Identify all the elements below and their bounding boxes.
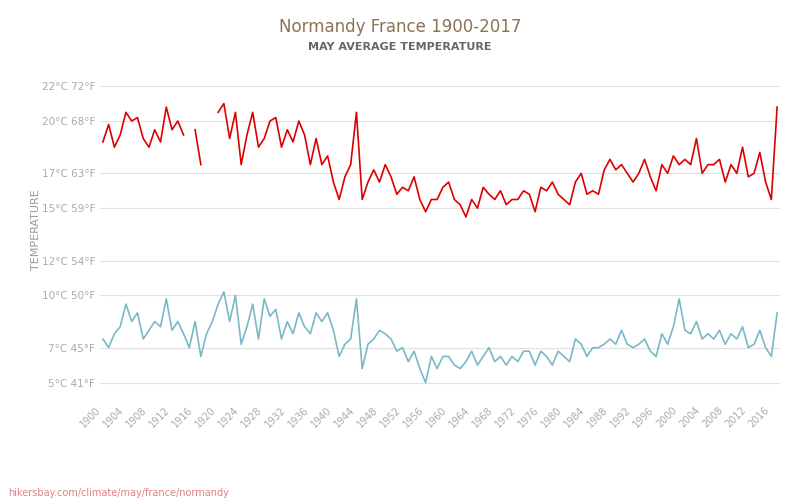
Text: MAY AVERAGE TEMPERATURE: MAY AVERAGE TEMPERATURE: [308, 42, 492, 52]
Y-axis label: TEMPERATURE: TEMPERATURE: [31, 190, 41, 270]
Text: hikersbay.com/climate/may/france/normandy: hikersbay.com/climate/may/france/normand…: [8, 488, 229, 498]
Text: Normandy France 1900-2017: Normandy France 1900-2017: [279, 18, 521, 36]
